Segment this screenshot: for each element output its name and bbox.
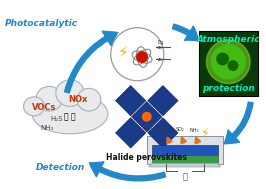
Text: NH₃: NH₃ — [41, 125, 54, 131]
Text: protection: protection — [202, 84, 255, 93]
FancyArrowPatch shape — [173, 24, 199, 41]
Text: VOCs: VOCs — [32, 103, 57, 112]
Text: Atmospheric: Atmospheric — [197, 35, 260, 43]
Polygon shape — [115, 118, 146, 148]
Text: ⚡: ⚡ — [118, 45, 128, 60]
Circle shape — [206, 40, 250, 84]
Text: CB: CB — [157, 46, 163, 50]
Circle shape — [143, 112, 151, 121]
Polygon shape — [115, 85, 146, 116]
Ellipse shape — [56, 80, 84, 106]
Polygon shape — [147, 136, 223, 164]
Polygon shape — [152, 155, 218, 163]
Polygon shape — [152, 145, 218, 155]
Text: NOx: NOx — [68, 95, 87, 104]
FancyBboxPatch shape — [199, 32, 258, 96]
Circle shape — [217, 53, 228, 65]
Text: H₂S: H₂S — [51, 116, 63, 122]
Text: 🏭 🚗: 🏭 🚗 — [64, 112, 76, 121]
Text: ⚡: ⚡ — [201, 126, 210, 139]
Text: Ⓐ: Ⓐ — [182, 172, 187, 181]
Circle shape — [228, 61, 238, 70]
Ellipse shape — [24, 97, 44, 116]
Text: VOCs: VOCs — [157, 125, 170, 130]
Text: Halide perovskites: Halide perovskites — [106, 153, 187, 162]
FancyArrowPatch shape — [224, 102, 253, 144]
Circle shape — [211, 45, 245, 79]
Text: HC: HC — [145, 129, 152, 133]
Text: Eg: Eg — [157, 40, 163, 45]
FancyArrowPatch shape — [65, 31, 118, 93]
Ellipse shape — [77, 88, 101, 111]
Text: VB: VB — [157, 58, 163, 62]
Text: Photocatalytic: Photocatalytic — [5, 19, 78, 28]
Text: Detection: Detection — [36, 163, 85, 172]
Ellipse shape — [32, 94, 108, 134]
Text: SO₂: SO₂ — [176, 127, 184, 132]
Polygon shape — [148, 85, 178, 116]
Text: NH₃: NH₃ — [189, 129, 199, 133]
Ellipse shape — [36, 86, 63, 111]
Polygon shape — [149, 163, 221, 167]
Circle shape — [137, 52, 147, 62]
FancyArrowPatch shape — [89, 162, 166, 181]
Polygon shape — [148, 118, 178, 148]
Polygon shape — [132, 102, 162, 132]
